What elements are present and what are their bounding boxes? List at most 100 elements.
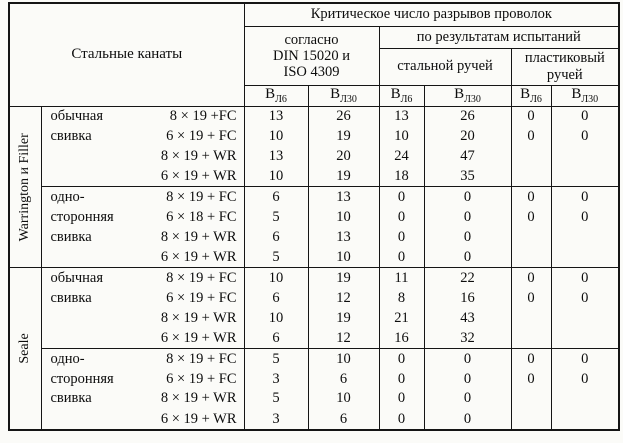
value-cell: 0 (423, 368, 512, 389)
b-subscript: Л30 (581, 93, 599, 105)
value-cell (550, 146, 620, 167)
value-cell: 10 (307, 347, 380, 369)
value-cell: 0 (550, 186, 620, 208)
rope-designation: 8 × 19 +FC (145, 106, 245, 127)
value-cell (550, 408, 620, 430)
lay-type-label: обычная (50, 108, 104, 125)
rope-designation: 6 × 19 + FC (145, 368, 245, 389)
value-cell: 0 (378, 207, 425, 228)
value-cell: 0 (550, 267, 620, 289)
rope-designation: 8 × 19 + WR (145, 308, 245, 328)
b-symbol: В (520, 85, 531, 102)
table-row: свивка 8 × 19 + WR 5 10 0 0 (9, 388, 620, 409)
rope-designation: 6 × 19 + WR (145, 327, 245, 349)
value-cell: 10 (307, 247, 380, 268)
value-cell: 0 (378, 408, 425, 430)
value-cell: 6 (307, 368, 380, 389)
value-cell: 19 (307, 126, 380, 147)
value-cell: 21 (378, 308, 425, 328)
value-cell: 10 (307, 207, 380, 228)
din-line-1: согласно (284, 31, 339, 48)
table-row: сторонняя 6 × 18 + FC 5 10 0 0 0 0 (9, 207, 620, 228)
lay-type-label: одно- (41, 186, 145, 208)
lay-type-label: сторонняя (50, 208, 114, 225)
table-row: 8 × 19 + WR 10 19 21 43 (9, 308, 620, 328)
lay-type-label: свивка (50, 390, 92, 407)
col-header-b30-din: ВЛ30 (307, 84, 380, 107)
value-cell: 0 (510, 368, 552, 389)
value-cell: 0 (423, 186, 512, 208)
value-cell: 35 (423, 166, 512, 187)
lay-type-label: свивка (50, 228, 92, 245)
value-cell: 0 (378, 368, 425, 389)
value-cell: 11 (378, 267, 425, 289)
value-cell: 0 (510, 186, 552, 208)
value-cell: 16 (378, 327, 425, 349)
din-iso-header: согласно DIN 15020 и ISO 4309 (243, 25, 380, 86)
value-cell: 6 (243, 288, 309, 309)
lay-type-label: одно- (41, 347, 145, 369)
value-cell (510, 247, 552, 268)
steel-groove-header: стальной ручей (378, 47, 512, 86)
plastic-groove-line-1: пластиковый (524, 49, 605, 66)
value-cell: 13 (243, 106, 309, 127)
value-cell (550, 247, 620, 268)
table-row: сторонняя 6 × 19 + FC 3 6 0 0 0 0 (9, 368, 620, 389)
value-cell: 10 (243, 126, 309, 147)
lay-type-label: обычная (41, 267, 145, 289)
value-cell: 19 (307, 267, 380, 289)
value-cell (550, 166, 620, 187)
value-cell: 13 (307, 186, 380, 208)
value-cell: 19 (307, 308, 380, 328)
table-row: 6 × 19 + WR 3 6 0 0 (9, 408, 620, 430)
value-cell: 0 (550, 368, 620, 389)
b-symbol: В (390, 85, 401, 102)
rope-designation: 6 × 19 + FC (145, 288, 245, 309)
table-row: 6 × 19 + WR 6 12 16 32 (9, 327, 620, 349)
table-row: 6 × 19 + WR 10 19 18 35 (9, 166, 620, 187)
value-cell: 22 (423, 267, 512, 289)
value-cell: 26 (423, 106, 512, 127)
group-name: Seale (17, 333, 33, 364)
b-symbol: В (265, 85, 276, 102)
value-cell: 0 (510, 267, 552, 289)
value-cell: 13 (307, 227, 380, 248)
table-row: 6 × 19 + WR 5 10 0 0 (9, 247, 620, 268)
b-subscript: Л30 (340, 93, 357, 105)
value-cell (510, 308, 552, 328)
table-row: Seale обычная 8 × 19 + FC 10 19 11 22 0 … (9, 267, 620, 430)
table-row: свивка 6 × 19 + FC 10 19 10 20 0 0 (9, 126, 620, 147)
b-subscript: Л6 (275, 93, 287, 105)
table-row: одно- 8 × 19 + FC 5 10 0 0 0 0 (9, 347, 620, 369)
lay-type-label: сторонняя (50, 370, 114, 387)
steel-ropes-header: Стальные канаты (8, 2, 245, 107)
table-row: 8 × 19 + WR 13 20 24 47 (9, 146, 620, 167)
value-cell: 0 (510, 207, 552, 228)
value-cell: 0 (423, 247, 512, 268)
rope-designation: 8 × 19 + WR (145, 388, 245, 409)
value-cell: 47 (423, 146, 512, 167)
value-cell: 6 (243, 186, 309, 208)
lay-type-label (41, 409, 145, 430)
value-cell: 0 (550, 347, 620, 369)
rope-designation: 6 × 19 + WR (145, 408, 245, 430)
rope-designation: 6 × 19 + WR (145, 247, 245, 268)
value-cell: 20 (423, 126, 512, 147)
b-symbol: В (454, 85, 465, 102)
header-row-3: стальной ручей пластиковый ручей (9, 47, 620, 86)
value-cell: 20 (307, 146, 380, 167)
value-cell: 10 (378, 126, 425, 147)
group-label-warrington-filler: Warrington и Filler (9, 106, 42, 268)
value-cell (510, 146, 552, 167)
value-cell: 12 (307, 288, 380, 309)
rope-designation: 8 × 19 + WR (145, 146, 245, 167)
value-cell: 0 (378, 186, 425, 208)
col-header-b6-plastic: ВЛ6 (510, 84, 552, 107)
table-row: свивка 8 × 19 + WR 6 13 0 0 (9, 227, 620, 248)
value-cell (510, 227, 552, 248)
value-cell: 6 (243, 327, 309, 349)
header-row-1: Стальные канаты Критическое число разрыв… (8, 2, 620, 107)
value-cell (550, 388, 620, 409)
b-symbol: В (571, 85, 582, 102)
